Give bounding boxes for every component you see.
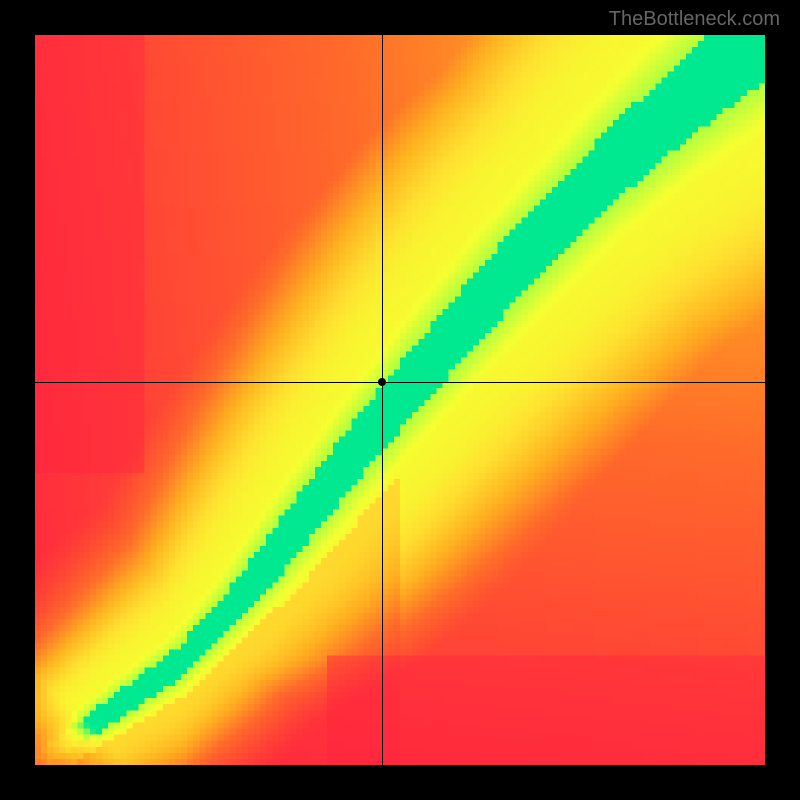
watermark-text: TheBottleneck.com — [609, 8, 780, 31]
crosshair-vertical — [382, 35, 383, 765]
crosshair-horizontal — [35, 382, 765, 383]
heatmap-canvas — [35, 35, 765, 765]
heatmap-plot — [35, 35, 765, 765]
crosshair-marker — [378, 378, 386, 386]
